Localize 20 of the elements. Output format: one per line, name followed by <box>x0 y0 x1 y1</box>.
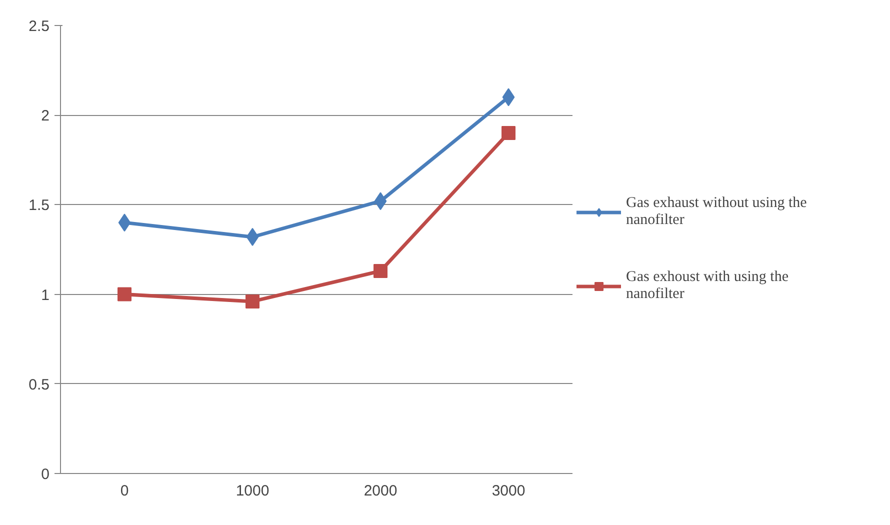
point <box>246 228 259 246</box>
x-tick-label: 0 <box>120 482 129 500</box>
y-tick-label: 0.5 <box>28 376 50 394</box>
y-tick-label: 2.5 <box>28 18 50 35</box>
point <box>502 126 516 140</box>
legend-label: Gas exhaust without using the nanofilter <box>626 195 807 229</box>
x-tick-label: 2000 <box>364 482 398 500</box>
y-tick-label: 1 <box>41 286 50 304</box>
point <box>374 192 387 210</box>
x-tick-label: 3000 <box>492 482 526 500</box>
point <box>502 88 515 106</box>
y-tick-label: 2 <box>41 108 50 125</box>
y-tick-label: 0 <box>41 466 50 483</box>
point <box>246 294 260 308</box>
x-tick-label: 1000 <box>236 482 270 500</box>
y-tick-label: 1.5 <box>28 197 50 214</box>
point <box>118 214 131 232</box>
point <box>374 264 388 278</box>
legend-label: Gas exhoust with using the nanofilter <box>626 269 788 303</box>
point <box>118 287 132 302</box>
